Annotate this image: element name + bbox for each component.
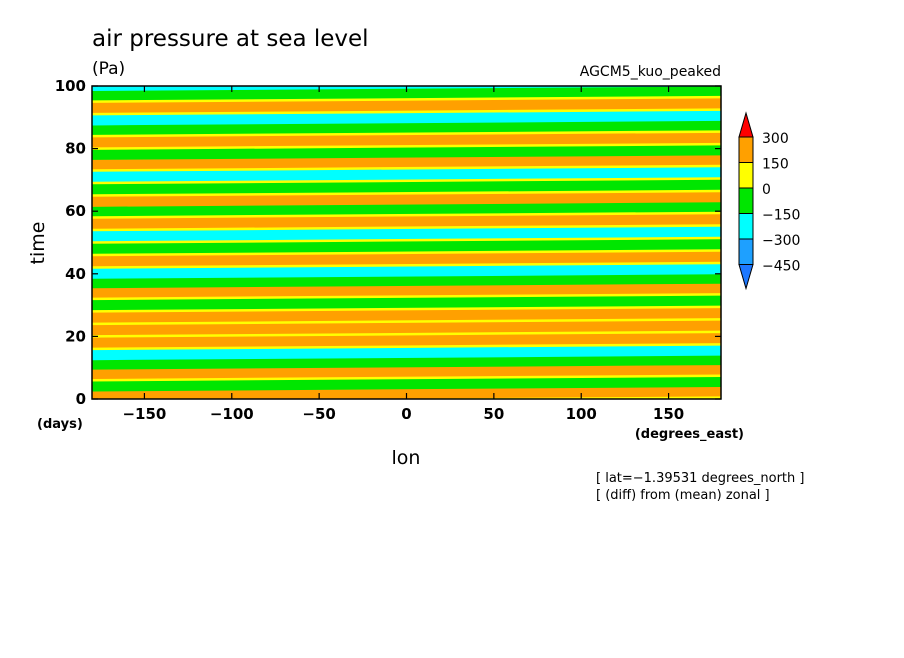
- anomaly-band: [92, 333, 721, 348]
- chart-units: (Pa): [92, 59, 125, 79]
- diff-note: [ (diff) from (mean) zonal ]: [596, 488, 770, 503]
- y-axis-label: time: [27, 222, 49, 265]
- anomaly-band: [92, 110, 721, 126]
- y-tick-label: 100: [55, 77, 86, 95]
- colorbar-extend-min: [738, 264, 754, 291]
- y-tick-label: 40: [65, 265, 86, 283]
- model-name: AGCM5_kuo_peaked: [580, 64, 721, 80]
- anomaly-band: [92, 192, 721, 207]
- x-tick-label: 150: [653, 405, 684, 423]
- colorbar-label: −300: [762, 233, 800, 249]
- y-tick-label: 60: [65, 202, 86, 220]
- x-tick-label: 100: [566, 405, 597, 423]
- colorbar-label: 150: [762, 157, 789, 173]
- latitude-note: [ lat=−1.39531 degrees_north ]: [596, 471, 804, 486]
- chart-title: air pressure at sea level: [92, 26, 369, 52]
- anomaly-band: [92, 376, 721, 392]
- colorbar-label: 0: [762, 182, 771, 198]
- anomaly-band: [92, 295, 721, 311]
- y-tick-label: 80: [65, 140, 86, 158]
- anomaly-band: [92, 179, 721, 195]
- colorbar-label: −450: [762, 259, 800, 275]
- axis-ticks: −150 −100 −50 0 50 100 150 0 20 40 60 80 100: [55, 77, 721, 423]
- x-tick-label: 0: [401, 405, 411, 423]
- colorbar-label: −150: [762, 208, 800, 224]
- colorbar-swatch: [738, 238, 754, 265]
- anomaly-band: [92, 145, 721, 160]
- anomaly-band: [92, 386, 721, 399]
- anomaly-bands: [92, 86, 721, 399]
- plot-area: [92, 86, 721, 399]
- anomaly-band: [92, 308, 721, 323]
- anomaly-band: [92, 98, 721, 113]
- colorbar: 300 150 0 −150 −300 −450: [738, 111, 800, 291]
- x-tick-label: −50: [302, 405, 335, 423]
- anomaly-band: [92, 226, 721, 242]
- anomaly-band: [92, 320, 721, 336]
- anomaly-band: [92, 132, 721, 148]
- anomaly-band: [92, 214, 721, 229]
- x-tick-label: −150: [122, 405, 166, 423]
- y-axis-units: (days): [37, 417, 83, 432]
- colorbar-label: 300: [762, 131, 789, 147]
- colorbar-swatch: [738, 187, 754, 214]
- anomaly-band: [92, 345, 721, 361]
- colorbar-swatch: [738, 213, 754, 240]
- x-tick-label: 50: [483, 405, 504, 423]
- colorbar-swatch: [738, 136, 754, 163]
- anomaly-band: [92, 251, 721, 267]
- x-tick-label: −100: [210, 405, 254, 423]
- anomaly-band: [92, 264, 721, 279]
- colorbar-extend-max: [738, 111, 754, 138]
- colorbar-swatch: [738, 162, 754, 189]
- y-tick-label: 20: [65, 327, 86, 345]
- y-tick-label: 0: [76, 390, 86, 408]
- anomaly-band: [92, 239, 721, 254]
- anomaly-band: [92, 167, 721, 182]
- x-axis-units: (degrees_east): [635, 427, 744, 442]
- x-axis-label: lon: [392, 447, 421, 469]
